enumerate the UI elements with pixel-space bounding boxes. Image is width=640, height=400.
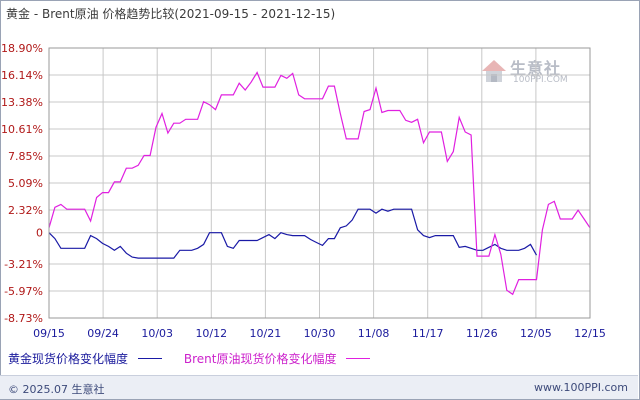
y-tick-label: 13.38% [1,96,43,109]
watermark-url: 100PPI.COM [513,75,568,85]
y-tick-label: 16.14% [1,69,43,82]
legend-swatch-gold [138,358,163,359]
chart-title: 黄金 - Brent原油 价格趋势比较(2021-09-15 - 2021-12… [6,5,335,22]
x-tick-label: 11/17 [412,327,444,340]
gridlines [49,47,590,319]
copyright-text: © 2025.07 生意社 [8,383,105,396]
y-tick-label: 5.09% [8,177,43,190]
x-tick-label: 11/26 [466,327,498,340]
legend-swatch-brent [346,358,371,359]
watermark-logo: 生意社 100PPI.COM [480,55,580,95]
x-tick-label: 09/15 [33,327,65,340]
y-tick-label: 10.61% [1,123,43,136]
legend: 黄金现货价格变化幅度 Brent原油现货价格变化幅度 [8,350,388,367]
x-tick-label: 10/21 [250,327,282,340]
x-tick-label: 12/15 [574,327,606,340]
title-suffix: 价格趋势比较 [98,7,175,21]
y-tick-label: 2.32% [8,204,43,217]
y-tick-label: 7.85% [8,150,43,163]
legend-item-brent: Brent原油现货价格变化幅度 [184,350,371,367]
site-url: www.100PPI.com [534,381,628,394]
legend-label-gold: 黄金现货价格变化幅度 [8,352,129,366]
title-sep: - [30,7,42,21]
legend-label-brent: Brent原油现货价格变化幅度 [183,352,337,366]
y-tick-label: -3.21% [4,258,43,271]
title-gold: 黄金 [6,7,31,21]
x-tick-label: 12/05 [520,327,552,340]
x-tick-label: 11/08 [358,327,390,340]
house-icon [482,60,506,82]
title-brent: Brent原油 [41,7,99,21]
x-tick-label: 10/12 [195,327,227,340]
series-line-brent [48,71,591,296]
series-line-gold [48,208,538,259]
y-tick-label: -8.73% [4,312,43,325]
x-tick-label: 10/30 [304,327,336,340]
plot-border [48,47,591,319]
x-tick-label: 10/03 [141,327,173,340]
x-tick-label: 09/24 [87,327,119,340]
y-tick-label: 18.90% [1,42,43,55]
y-axis-ticks: 18.90% 16.14% 13.38% 10.61% 7.85% 5.09% 2.32% 0… [1,42,43,325]
footer-bar: © 2025.07 生意社 www.100PPI.com [0,375,638,399]
legend-item-gold: 黄金现货价格变化幅度 [8,350,163,367]
x-axis-ticks: 09/15 09/24 10/03 10/12 10/21 10/30 11/08 11/17… [33,327,606,340]
y-tick-label: 0 [36,227,43,240]
line-chart: 18.90% 16.14% 13.38% 10.61% 7.85% 5.09% 2.32% 0… [1,42,606,340]
watermark-name: 生意社 [510,59,562,78]
series-lines [48,71,591,296]
y-tick-label: -5.97% [4,285,43,298]
title-date-range: (2021-09-15 - 2021-12-15) [174,7,336,21]
